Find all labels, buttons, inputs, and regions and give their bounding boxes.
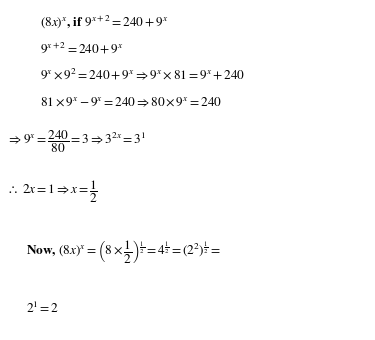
Text: $9^{x+2} = 240 + 9^x$: $9^{x+2} = 240 + 9^x$: [40, 41, 125, 56]
Text: $(8x)^x$, if $9^{x+2} = 240 + 9^x$: $(8x)^x$, if $9^{x+2} = 240 + 9^x$: [40, 13, 169, 30]
Text: $2^1 = 2$: $2^1 = 2$: [26, 301, 59, 316]
Text: $9^x \times 9^2 = 240 + 9^x \Rightarrow 9^x \times 81 = 9^x + 240$: $9^x \times 9^2 = 240 + 9^x \Rightarrow …: [40, 67, 246, 83]
Text: $\Rightarrow 9^x = \dfrac{240}{80} = 3 \Rightarrow 3^{2x} = 3^1$: $\Rightarrow 9^x = \dfrac{240}{80} = 3 \…: [8, 129, 147, 155]
Text: $\therefore\ 2x = 1 \Rightarrow x = \dfrac{1}{2}$: $\therefore\ 2x = 1 \Rightarrow x = \dfr…: [8, 178, 98, 205]
Text: Now, $(8x)^x = \left(8 \times \dfrac{1}{2}\right)^{\frac{1}{2}} = 4^{\frac{1}{2}: Now, $(8x)^x = \left(8 \times \dfrac{1}{…: [26, 238, 221, 265]
Text: $81 \times 9^x - 9^x = 240 \Rightarrow 80 \times 9^x = 240$: $81 \times 9^x - 9^x = 240 \Rightarrow 8…: [40, 95, 223, 109]
